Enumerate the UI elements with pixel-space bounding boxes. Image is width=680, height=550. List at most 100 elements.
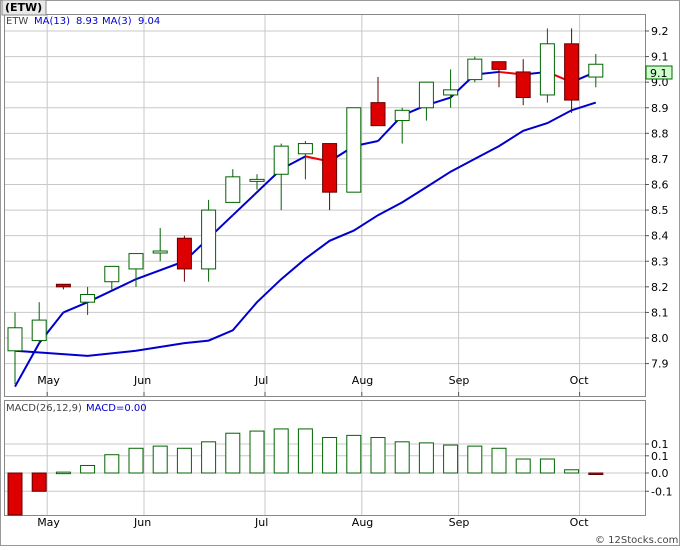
macd-bar-positive	[128, 447, 144, 474]
price-x-tick-label: May	[37, 374, 60, 387]
price-y-tick-label: 9.1	[651, 51, 669, 64]
copyright-text: © 12Stocks.com	[595, 535, 678, 546]
macd-x-tick-label: Aug	[352, 516, 373, 529]
price-x-axis: May Jun Jul Aug Sep Oct	[37, 374, 589, 396]
macd-bar-positive	[515, 458, 531, 474]
macd-bar-positive	[55, 471, 71, 475]
macd-bar-positive	[443, 444, 459, 474]
price-candles	[7, 28, 604, 385]
candle-body-up	[7, 327, 23, 352]
macd-legend-label: MACD(26,12,9)	[6, 403, 82, 414]
candle-body-down	[491, 61, 507, 70]
candle-body-up	[418, 81, 434, 109]
candle-body-up	[346, 107, 362, 193]
candle-body-down	[55, 283, 71, 288]
macd-x-tick-label: Oct	[570, 516, 590, 529]
macd-x-axis: May Jun Jul Aug Sep Oct	[37, 516, 589, 529]
symbol-badge-box	[1, 0, 47, 16]
legend-ticker: ETW	[6, 16, 28, 27]
macd-bar-positive	[225, 432, 241, 474]
ma-fast-segment	[232, 168, 282, 216]
candle-body-up	[394, 109, 410, 122]
price-y-tick-label: 8.6	[651, 179, 669, 192]
candle-body-up	[588, 63, 604, 78]
macd-legend-value: MACD=0.00	[86, 403, 147, 414]
price-y-tick-label: 8.7	[651, 153, 669, 166]
candle-body-up	[467, 58, 483, 81]
candle-body-down	[515, 71, 531, 99]
price-panel-frame	[4, 14, 646, 397]
last-price-tag	[645, 65, 673, 80]
candle-body-down	[322, 143, 338, 193]
macd-y-tick-label: 0.1	[651, 450, 669, 463]
candle-body-up	[297, 143, 313, 155]
price-y-tick-label: 9.2	[651, 25, 669, 38]
macd-bar-positive	[322, 437, 338, 474]
macd-bar-positive	[297, 428, 313, 474]
price-y-tick-label: 8.3	[651, 255, 669, 268]
candle-body-up	[128, 253, 144, 270]
ma-slow-line	[14, 101, 597, 357]
price-y-tick-label: 8.0	[651, 332, 669, 345]
macd-bar-positive	[418, 442, 434, 474]
candle-body-up	[201, 209, 217, 270]
price-x-tick-label: Sep	[449, 374, 470, 387]
macd-bar-positive	[201, 441, 217, 474]
macd-bar-positive	[370, 437, 386, 474]
last-price-label: 9.1	[650, 67, 668, 80]
price-x-tick-label: Oct	[570, 374, 590, 387]
price-y-axis: 7.98.08.18.28.38.48.58.68.78.88.99.09.19…	[645, 25, 669, 371]
legend-ma13-label: MA(13)	[34, 16, 70, 27]
symbol-badge: (ETW)	[5, 1, 42, 14]
macd-y-tick-label: -0.1	[651, 485, 672, 498]
macd-bar-positive	[564, 469, 580, 474]
price-y-tick-label: 8.8	[651, 127, 669, 140]
price-x-tick-label: Jul	[254, 374, 268, 387]
macd-x-tick-label: Jul	[254, 516, 268, 529]
candle-body-up	[539, 43, 555, 96]
price-y-tick-label: 7.9	[651, 358, 669, 371]
macd-y-tick-label: 0.0	[651, 467, 669, 480]
legend-ma3-label: MA(3)	[102, 16, 132, 27]
ma-fast-segment	[135, 260, 185, 281]
macd-bar-positive	[491, 447, 507, 474]
candle-body-down	[176, 237, 192, 270]
candle-body-up	[273, 145, 289, 175]
candle-body-up	[443, 89, 459, 96]
price-x-tick-label: Jun	[133, 374, 151, 387]
macd-bar-positive	[249, 430, 265, 474]
macd-bar-positive	[80, 464, 96, 474]
macd-y-tick-label: 0.1	[651, 438, 669, 451]
macd-bar-negative	[588, 472, 604, 475]
candle-body-down	[370, 102, 386, 127]
macd-y-axis: 0.10.1 0.0 -0.1	[645, 438, 672, 498]
price-y-tick-label: 8.1	[651, 306, 669, 319]
legend-ma3-value: 9.04	[138, 16, 160, 27]
candle-body-up	[80, 294, 96, 303]
legend-ma13-value: 8.93	[76, 16, 98, 27]
price-y-tick-label: 8.9	[651, 102, 669, 115]
macd-bar-positive	[152, 445, 168, 474]
macd-bar-negative	[7, 472, 23, 516]
price-y-tick-label: 8.5	[651, 204, 669, 217]
candle-body-up	[31, 319, 47, 342]
macd-bar-positive	[394, 441, 410, 474]
price-x-tick-label: Aug	[352, 374, 373, 387]
ma-fast-segment	[14, 342, 41, 388]
macd-x-tick-label: Sep	[449, 516, 470, 529]
price-grid	[5, 15, 645, 396]
ma-fast-segment	[87, 278, 137, 304]
candle-body-up	[225, 176, 241, 203]
candle-body-down	[564, 43, 580, 101]
macd-bar-positive	[273, 428, 289, 474]
macd-bars	[7, 428, 604, 516]
macd-bar-positive	[539, 458, 555, 474]
candle-body-up	[104, 265, 120, 283]
ma-fast-segment	[63, 301, 88, 314]
price-y-tick-label: 8.4	[651, 230, 669, 243]
macd-x-tick-label: May	[37, 516, 60, 529]
macd-bar-positive	[104, 454, 120, 474]
macd-bar-positive	[176, 447, 192, 474]
price-y-tick-label: 8.2	[651, 281, 669, 294]
